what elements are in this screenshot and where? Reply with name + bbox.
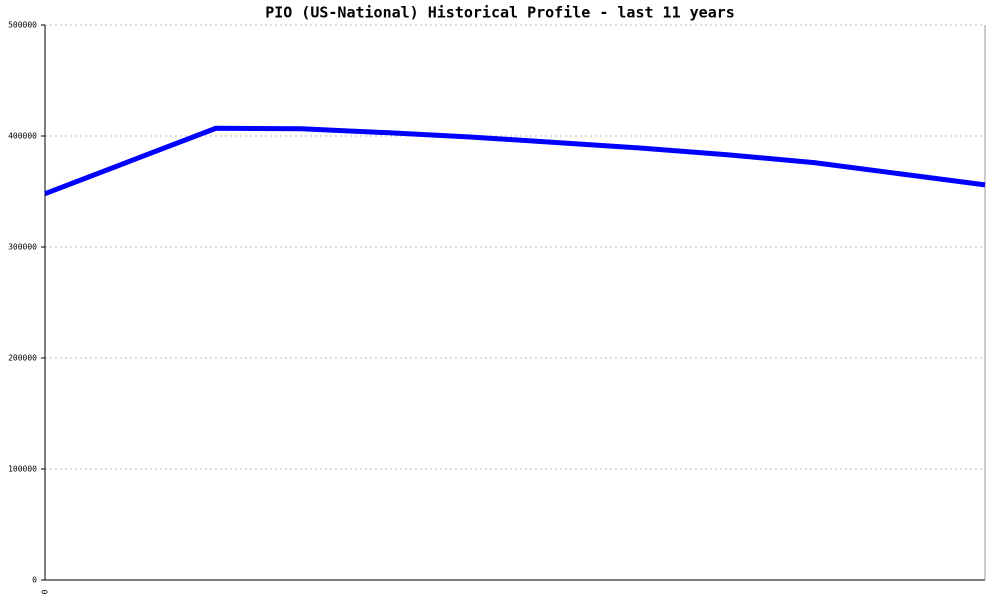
- y-tick-label: 500000: [8, 21, 37, 30]
- data-line: [44, 125, 986, 197]
- y-tick-label: 200000: [8, 354, 37, 363]
- y-tick-label: 400000: [8, 132, 37, 141]
- y-tick-label: 0: [32, 576, 37, 585]
- y-tick-label: 100000: [8, 465, 37, 474]
- y-tick-label: 300000: [8, 243, 37, 252]
- x-tick-label: 0: [41, 589, 50, 594]
- chart-title: PIO (US-National) Historical Profile - l…: [265, 4, 735, 22]
